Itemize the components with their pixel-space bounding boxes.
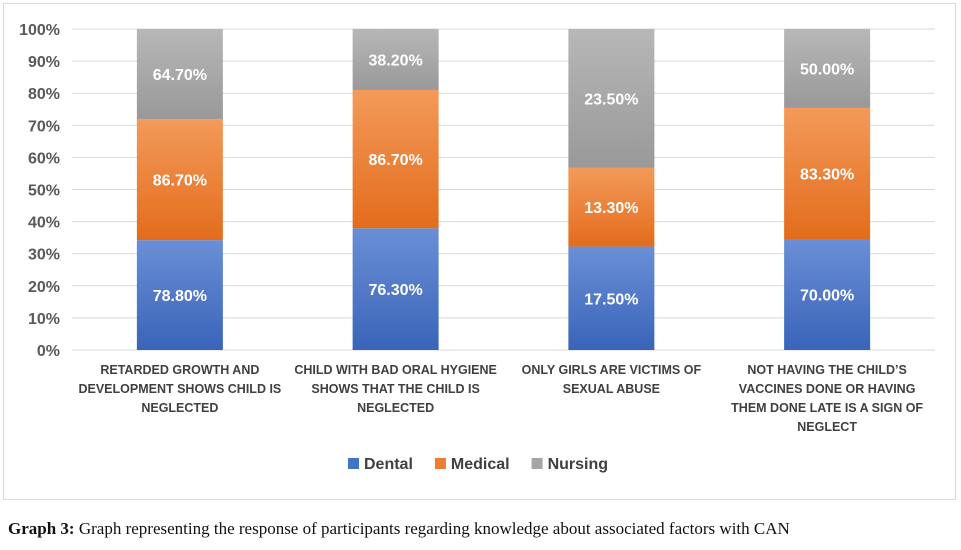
data-label: 70.00% (800, 288, 854, 305)
data-label: 23.50% (584, 91, 638, 108)
bar-segment-dental (568, 246, 655, 350)
stacked-bar-chart: 0% 10% 20% 30% 40% 50% 60% 70% 80% 90% 100% 78.80%… (19, 22, 935, 473)
legend-swatch-dental (348, 458, 359, 469)
figure-caption: Graph 3: Graph representing the response… (8, 519, 958, 539)
bar-segment-nursing (352, 29, 439, 90)
legend: Dental Medical Nursing (348, 456, 608, 473)
bar-segment-dental (784, 239, 871, 350)
data-label: 38.20% (368, 52, 422, 69)
y-tick-label: 60% (28, 150, 60, 167)
bar-segment-medical (568, 167, 655, 247)
legend-swatch-nursing (531, 458, 543, 469)
y-tick-label: 20% (28, 279, 60, 296)
legend-label-medical: Medical (451, 456, 510, 473)
bars (136, 29, 871, 350)
category-label: NOT HAVING THE CHILD’S VACCINES DONE OR H… (731, 363, 923, 434)
data-label: 50.00% (800, 61, 854, 78)
data-label: 86.70% (368, 152, 422, 169)
data-label: 78.80% (153, 288, 207, 305)
data-label: 64.70% (153, 67, 207, 84)
bar-segment-medical (136, 119, 223, 241)
legend-label-nursing: Nursing (548, 456, 608, 473)
y-tick-label: 0% (37, 343, 60, 360)
bar-segment-medical (352, 89, 439, 229)
legend-swatch-medical (434, 458, 446, 469)
caption-label: Graph 3: (8, 519, 75, 538)
category-labels: RETARDED GROWTH AND DEVELOPMENT SHOWS CHI… (78, 363, 923, 434)
bar-segment-medical (784, 107, 871, 240)
data-label: 86.70% (153, 173, 207, 190)
category-label: CHILD WITH BAD ORAL HYGIENE SHOWS THAT TH… (294, 363, 497, 415)
bar-segment-nursing (136, 29, 223, 120)
y-tick-label: 50% (28, 183, 60, 200)
category-label: ONLY GIRLS ARE VICTIMS OF SEXUAL ABUSE (522, 363, 702, 396)
y-tick-label: 30% (28, 247, 60, 264)
caption-text: Graph representing the response of parti… (74, 519, 790, 538)
y-tick-label: 100% (19, 22, 60, 39)
data-label: 76.30% (368, 282, 422, 299)
category-label: RETARDED GROWTH AND DEVELOPMENT SHOWS CHI… (78, 363, 281, 415)
y-tick-label: 80% (28, 86, 60, 103)
data-labels: 78.80% 86.70% 64.70% 76.30% 86.70% 38.20% 17.5… (153, 52, 855, 308)
y-axis-ticks: 0% 10% 20% 30% 40% 50% 60% 70% 80% 90% 100% (19, 22, 60, 360)
legend-label-dental: Dental (364, 456, 413, 473)
bar-segment-nursing (784, 29, 871, 108)
bar-segment-dental (352, 228, 439, 350)
y-tick-label: 70% (28, 118, 60, 135)
y-tick-label: 10% (28, 311, 60, 328)
y-tick-label: 90% (28, 54, 60, 71)
data-label: 13.30% (584, 200, 638, 217)
bar-segment-nursing (568, 29, 655, 168)
data-label: 17.50% (584, 291, 638, 308)
bar-segment-dental (136, 240, 223, 350)
data-label: 83.30% (800, 167, 854, 184)
y-tick-label: 40% (28, 215, 60, 232)
